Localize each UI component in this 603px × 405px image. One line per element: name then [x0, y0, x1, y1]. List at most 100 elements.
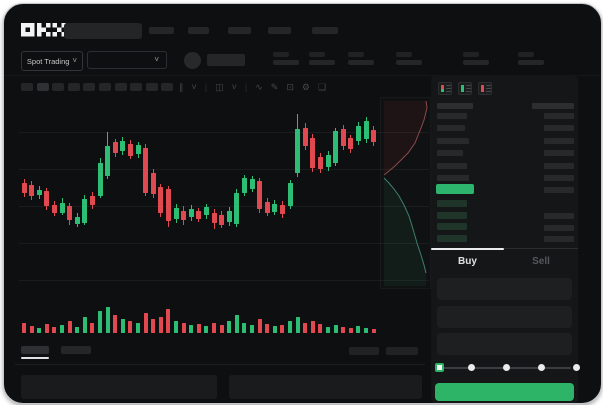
chart-type-icon[interactable]: ◫	[215, 81, 224, 92]
candle	[340, 129, 346, 146]
candle	[363, 121, 369, 139]
bottom-tab-skeleton[interactable]	[61, 346, 91, 354]
ask-amount-skeleton[interactable]	[544, 125, 574, 132]
volume-bar	[227, 321, 232, 333]
nav-item-skeleton[interactable]	[188, 27, 209, 34]
ask-price-skeleton[interactable]	[437, 137, 469, 144]
interval-button[interactable]	[130, 83, 142, 91]
interval-button[interactable]	[99, 83, 111, 91]
volume-bar	[98, 311, 102, 333]
book-icon-column	[441, 85, 444, 89]
interval-button[interactable]	[115, 83, 127, 91]
ask-price-skeleton[interactable]	[437, 162, 467, 169]
book-icon-line	[466, 88, 471, 89]
interval-button[interactable]	[52, 83, 64, 91]
book-asks-icon[interactable]	[478, 82, 492, 95]
candle	[51, 205, 57, 213]
volume-bar	[364, 328, 368, 333]
candle	[181, 211, 187, 220]
ask-price-skeleton[interactable]	[437, 113, 467, 119]
volume-bar	[212, 323, 216, 333]
candle	[272, 204, 278, 212]
chevron-down-icon[interactable]: ˅	[191, 82, 197, 92]
ask-amount-skeleton[interactable]	[544, 150, 574, 157]
bottom-action-skeleton[interactable]	[349, 347, 379, 355]
slider-stop-dot[interactable]	[503, 364, 510, 371]
chevron-down-icon: ˅	[72, 56, 78, 65]
volume-bar	[29, 326, 34, 333]
candle	[29, 185, 35, 196]
search-bar[interactable]	[64, 23, 142, 39]
bid-price-skeleton[interactable]	[437, 223, 467, 230]
settings-icon[interactable]: ⚙	[301, 81, 310, 92]
bid-amount-skeleton[interactable]	[544, 236, 574, 242]
bid-amount-skeleton[interactable]	[544, 224, 574, 231]
candle	[196, 211, 202, 219]
candle	[219, 215, 225, 225]
candle	[317, 157, 323, 169]
volume-bar	[341, 327, 346, 333]
candle	[36, 190, 42, 195]
snapshot-icon[interactable]: ⊡	[286, 81, 294, 92]
candle	[127, 144, 133, 156]
ask-amount-skeleton[interactable]	[544, 175, 574, 181]
market-type-dropdown[interactable]: Spot Trading ˅	[21, 51, 83, 71]
ask-price-skeleton[interactable]	[437, 150, 463, 157]
bottom-action-skeleton[interactable]	[386, 347, 418, 355]
order-input-skeleton[interactable]	[437, 333, 572, 355]
bottom-panel-skeleton[interactable]	[21, 375, 217, 399]
interval-button[interactable]	[68, 83, 80, 91]
pair-dropdown[interactable]: ˅	[87, 51, 167, 69]
buy-submit-button[interactable]	[435, 383, 574, 401]
tab-buy[interactable]: Buy	[458, 256, 477, 267]
volume-bar	[44, 324, 49, 333]
slider-stop-dot[interactable]	[573, 364, 580, 371]
indicators-icon[interactable]: ∿	[255, 81, 263, 92]
order-input-skeleton[interactable]	[437, 306, 572, 328]
ask-amount-skeleton[interactable]	[544, 113, 574, 119]
bottom-tab-skeleton[interactable]	[21, 346, 49, 354]
bid-price-skeleton[interactable]	[437, 211, 467, 219]
ask-price-skeleton[interactable]	[437, 125, 465, 132]
order-input-skeleton[interactable]	[437, 278, 572, 300]
bid-amount-skeleton[interactable]	[544, 213, 574, 219]
okx-logo[interactable]	[21, 23, 66, 37]
slider-handle[interactable]	[435, 363, 444, 372]
volume-bar	[136, 323, 140, 333]
ask-amount-skeleton[interactable]	[544, 162, 574, 169]
ask-price-skeleton[interactable]	[437, 175, 469, 181]
book-icon-line	[446, 88, 451, 89]
interval-button[interactable]	[83, 83, 95, 91]
candle-style-icon[interactable]: ∥	[179, 81, 184, 92]
nav-item-skeleton[interactable]	[312, 27, 338, 34]
book-both-icon[interactable]	[438, 82, 452, 95]
market-type-label: Spot Trading	[26, 56, 70, 66]
bottom-panel-skeleton[interactable]	[229, 375, 422, 399]
interval-button[interactable]	[161, 83, 173, 91]
bid-price-skeleton[interactable]	[437, 234, 467, 242]
candle	[158, 187, 164, 213]
nav-item-skeleton[interactable]	[268, 27, 291, 34]
fullscreen-icon[interactable]: ❏	[317, 81, 327, 92]
nav-item-skeleton[interactable]	[149, 27, 174, 34]
book-bids-icon[interactable]	[458, 82, 472, 95]
ticker-stat-value-skeleton	[518, 60, 544, 65]
tab-sell[interactable]: Sell	[532, 256, 550, 267]
ask-amount-skeleton[interactable]	[544, 187, 574, 194]
nav-item-skeleton[interactable]	[228, 27, 251, 34]
candle	[89, 196, 95, 205]
draw-icon[interactable]: ✎	[270, 81, 279, 92]
ask-amount-skeleton[interactable]	[544, 137, 574, 144]
interval-button[interactable]	[37, 83, 49, 91]
chevron-down-icon[interactable]: ˅	[231, 82, 237, 92]
book-icon-column	[461, 85, 464, 92]
interval-button[interactable]	[21, 83, 33, 91]
interval-button[interactable]	[146, 83, 158, 91]
book-header-skeleton	[437, 103, 473, 109]
volume-bar	[67, 321, 72, 333]
last-price-bar[interactable]	[436, 184, 474, 194]
depth-ask-area	[384, 101, 427, 175]
slider-stop-dot[interactable]	[468, 364, 475, 371]
slider-stop-dot[interactable]	[538, 364, 545, 371]
bid-price-skeleton[interactable]	[437, 200, 467, 207]
